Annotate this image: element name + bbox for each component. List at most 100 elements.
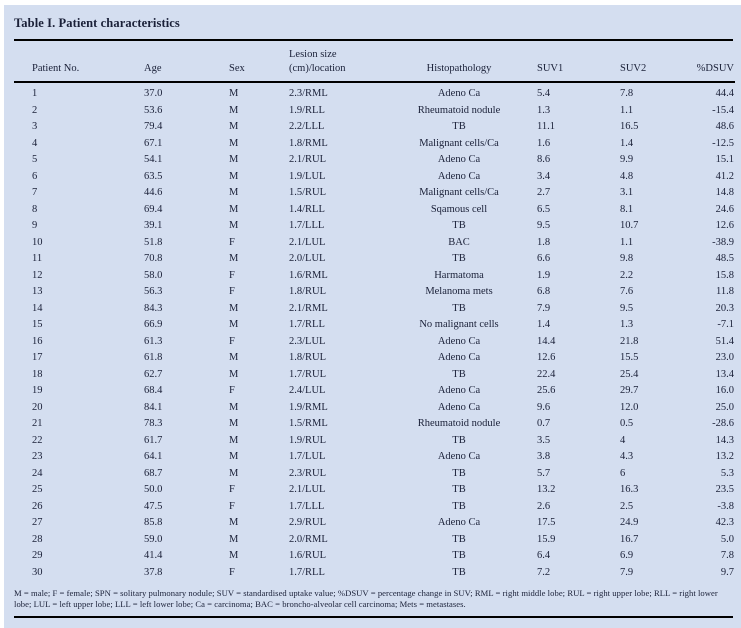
table-row: 17 61.8 M 1.8/RUL Adeno Ca 12.6 15.5 23.0 (14, 350, 735, 367)
table-panel: Table I. Patient characteristics Patient… (4, 5, 741, 628)
cell-lesion-size: 1.5/RUL (289, 187, 327, 198)
col-header-histopathology: Histopathology (399, 41, 519, 83)
cell-suv2: 2.2 (620, 269, 634, 281)
cell-suv1: 6.4 (537, 550, 551, 561)
cell-age: 69.4 (144, 203, 163, 215)
cell-pct-dsuv: 5.0 (720, 533, 734, 545)
cell-sex: F (229, 269, 235, 281)
cell-pct-dsuv: 25.0 (715, 401, 734, 413)
cell-age: 66.9 (144, 319, 163, 330)
table-row: 12 58.0 F 1.6/RML Harmatoma 1.9 2.2 15.8 (14, 268, 735, 285)
col-header-pct-dsuv: %DSUV (689, 41, 735, 83)
cell-lesion-size: 1.7/LLL (289, 220, 325, 231)
table-row: 25 50.0 F 2.1/LUL TB 13.2 16.3 23.5 (14, 482, 735, 499)
table-row: 13 56.3 F 1.8/RUL Melanoma mets 6.8 7.6 11.8 (14, 284, 735, 301)
cell-lesion-size: 1.6/RUL (289, 550, 327, 561)
cell-suv1: 6.5 (537, 203, 551, 215)
cell-suv1: 13.2 (537, 484, 556, 495)
cell-patient-no: 20 (32, 401, 43, 413)
cell-suv1: 7.2 (537, 566, 551, 578)
cell-suv1: 1.6 (537, 137, 551, 149)
cell-age: 58.0 (144, 269, 163, 281)
cell-suv2: 1.3 (620, 319, 634, 330)
cell-pct-dsuv: 15.1 (715, 154, 734, 165)
title-rule (14, 39, 733, 41)
cell-age: 59.0 (144, 533, 163, 545)
table-row: 16 61.3 F 2.3/LUL Adeno Ca 14.4 21.8 51.4 (14, 334, 735, 351)
cell-histopathology: Adeno Ca (437, 170, 481, 182)
cell-age: 68.7 (144, 467, 163, 479)
cell-age: 79.4 (144, 121, 163, 132)
cell-suv1: 8.6 (537, 154, 551, 165)
footnote: M = male; F = female; SPN = solitary pul… (14, 588, 718, 609)
cell-sex: M (229, 220, 239, 231)
cell-sex: M (229, 88, 239, 99)
cell-lesion-size: 1.7/RLL (289, 566, 325, 578)
cell-patient-no: 12 (32, 269, 43, 281)
cell-patient-no: 18 (32, 368, 43, 380)
cell-histopathology: TB (452, 566, 466, 578)
cell-patient-no: 28 (32, 533, 43, 545)
cell-patient-no: 1 (32, 88, 38, 99)
cell-patient-no: 26 (32, 500, 43, 512)
cell-lesion-size: 2.1/LUL (289, 236, 326, 248)
cell-sex: M (229, 137, 239, 149)
table-body: 1 37.0 M 2.3/RML Adeno Ca 5.4 7.8 44.4 2 53.6 M 1.9… (14, 82, 735, 581)
cell-histopathology: TB (452, 121, 466, 132)
table-row: 18 62.7 M 1.7/RUL TB 22.4 25.4 13.4 (14, 367, 735, 384)
cell-suv1: 15.9 (537, 533, 556, 545)
cell-sex: M (229, 203, 239, 215)
cell-pct-dsuv: -28.6 (712, 418, 734, 429)
cell-pct-dsuv: 11.8 (716, 286, 734, 297)
cell-suv2: 7.6 (620, 286, 634, 297)
cell-pct-dsuv: 51.4 (715, 335, 734, 347)
cell-lesion-size: 1.8/RML (289, 137, 328, 149)
cell-sex: M (229, 154, 239, 165)
col-header-lesion-size-line2: (cm)/location (289, 62, 346, 74)
cell-patient-no: 14 (32, 302, 43, 314)
cell-age: 64.1 (144, 451, 163, 462)
cell-suv1: 1.4 (537, 319, 551, 330)
cell-histopathology: Sqamous cell (430, 203, 488, 215)
cell-pct-dsuv: 23.5 (715, 484, 734, 495)
cell-patient-no: 2 (32, 104, 38, 116)
table-row: 30 37.8 F 1.7/RLL TB 7.2 7.9 9.7 (14, 565, 735, 582)
cell-age: 84.3 (144, 302, 163, 314)
cell-age: 50.0 (144, 484, 163, 495)
cell-age: 84.1 (144, 401, 163, 413)
cell-suv2: 0.5 (620, 418, 634, 429)
cell-sex: F (229, 335, 235, 347)
cell-suv2: 1.1 (620, 104, 634, 116)
cell-suv1: 0.7 (537, 418, 551, 429)
table-row: 15 66.9 M 1.7/RLL No malignant cells 1.4 1.3 -7… (14, 317, 735, 334)
col-header-lesion-size: Lesion size (cm)/location (279, 41, 399, 83)
cell-pct-dsuv: 48.6 (715, 121, 734, 132)
cell-sex: M (229, 517, 239, 528)
cell-suv2: 12.0 (620, 401, 639, 413)
cell-histopathology: TB (452, 368, 466, 380)
cell-sex: M (229, 434, 239, 446)
cell-patient-no: 17 (32, 352, 43, 363)
cell-sex: F (229, 385, 235, 396)
cell-suv1: 3.8 (537, 451, 551, 462)
cell-histopathology: Adeno Ca (437, 451, 481, 462)
cell-lesion-size: 2.3/RUL (289, 467, 327, 479)
cell-sex: M (229, 368, 239, 380)
cell-age: 44.6 (144, 187, 163, 198)
cell-sex: M (229, 418, 239, 429)
cell-patient-no: 23 (32, 451, 43, 462)
cell-lesion-size: 1.9/LUL (289, 170, 326, 182)
cell-age: 39.1 (144, 220, 163, 231)
cell-suv1: 5.4 (537, 88, 551, 99)
cell-lesion-size: 1.7/RLL (289, 319, 325, 330)
cell-suv1: 1.3 (537, 104, 551, 116)
cell-age: 68.4 (144, 385, 163, 396)
cell-lesion-size: 1.9/RML (289, 401, 328, 413)
cell-pct-dsuv: 14.8 (715, 187, 734, 198)
cell-patient-no: 30 (32, 566, 43, 578)
cell-sex: M (229, 104, 239, 116)
table-row: 23 64.1 M 1.7/LUL Adeno Ca 3.8 4.3 13.2 (14, 449, 735, 466)
cell-suv2: 4.3 (620, 451, 634, 462)
bottom-rule (14, 616, 733, 618)
cell-pct-dsuv: 5.3 (720, 467, 734, 479)
